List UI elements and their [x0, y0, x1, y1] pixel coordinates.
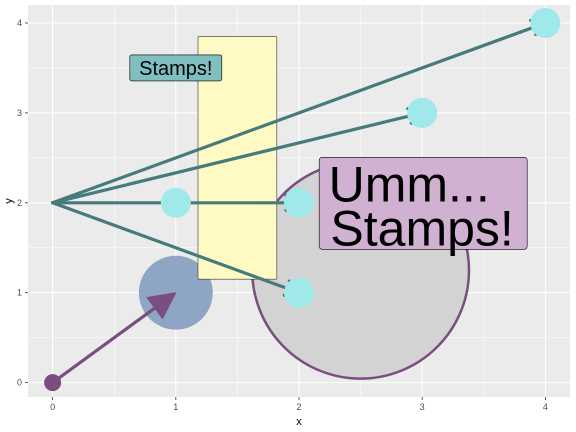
cyan-point	[284, 187, 314, 218]
cyan-point	[530, 7, 561, 38]
arrow-shaft	[51, 111, 424, 205]
purple-point	[44, 374, 62, 392]
arrow-shaft	[51, 201, 301, 295]
x-axis-title: x	[296, 416, 302, 428]
arrow	[51, 292, 177, 384]
label-layer: Stamps! Umm... Stamps!	[129, 54, 528, 256]
x-tick-label: 4	[543, 402, 548, 412]
big-label-line1: Umm...	[329, 156, 490, 212]
tick-labels: 0 1 2 3 4 0 1 2 3 4	[17, 18, 548, 412]
arrow-head	[146, 292, 177, 320]
cyan-point	[284, 277, 314, 308]
x-tick-label: 1	[173, 402, 178, 412]
small-label-text: Stamps!	[139, 58, 212, 80]
big-label-box	[318, 156, 528, 250]
y-tick-label: 1	[17, 288, 22, 298]
cyan-point	[407, 97, 438, 128]
axis-ticks	[25, 22, 546, 400]
big-label: Umm... Stamps!	[317, 156, 528, 256]
point-layer	[44, 7, 561, 392]
x-tick-label: 0	[50, 402, 55, 412]
y-tick-label: 2	[17, 198, 22, 208]
y-tick-label: 4	[17, 18, 22, 28]
x-tick-label: 2	[296, 402, 301, 412]
y-axis-title: y	[3, 198, 15, 204]
x-tick-label: 3	[420, 402, 425, 412]
y-tick-label: 0	[17, 378, 22, 388]
big-label-line2: Stamps!	[317, 200, 514, 256]
arrow-shaft	[51, 306, 156, 384]
y-tick-label: 3	[17, 108, 22, 118]
arrow-shaft	[51, 21, 547, 205]
small-label-box	[129, 54, 223, 82]
small-label: Stamps!	[129, 54, 223, 82]
cyan-point	[160, 187, 191, 218]
